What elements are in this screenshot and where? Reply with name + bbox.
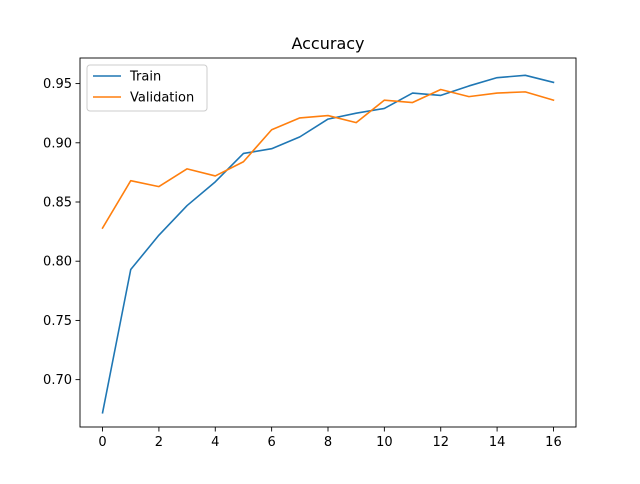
series-line-train: [101, 74, 555, 414]
chart-title: Accuracy: [291, 34, 364, 53]
series-line-validation: [101, 88, 555, 230]
x-tick-label: 12: [432, 435, 449, 450]
y-tick-label: 0.80: [43, 255, 72, 270]
y-tick-label: 0.70: [43, 373, 72, 388]
plot-area: [101, 74, 555, 414]
x-tick-label: 14: [489, 435, 506, 450]
legend-label-validation: Validation: [130, 91, 194, 106]
x-tick-label: 6: [267, 435, 275, 450]
y-tick-label: 0.95: [43, 77, 72, 92]
x-tick-label: 0: [98, 435, 106, 450]
y-tick-label: 0.85: [43, 196, 72, 211]
x-tick-label: 4: [211, 435, 219, 450]
x-tick-label: 10: [376, 435, 393, 450]
legend-label-train: Train: [129, 70, 161, 85]
legend: Train Validation: [86, 64, 208, 112]
x-tick-label: 16: [545, 435, 562, 450]
y-tick-label: 0.90: [43, 136, 72, 151]
axes: 0 2 4 6 8 10 12 14 16 0.70 0.75 0.80 0.85 0.90 0.95: [43, 57, 577, 450]
x-tick-label: 8: [324, 435, 332, 450]
y-tick-label: 0.75: [43, 314, 72, 329]
x-tick-label: 2: [155, 435, 163, 450]
axes-frame: [79, 57, 577, 428]
